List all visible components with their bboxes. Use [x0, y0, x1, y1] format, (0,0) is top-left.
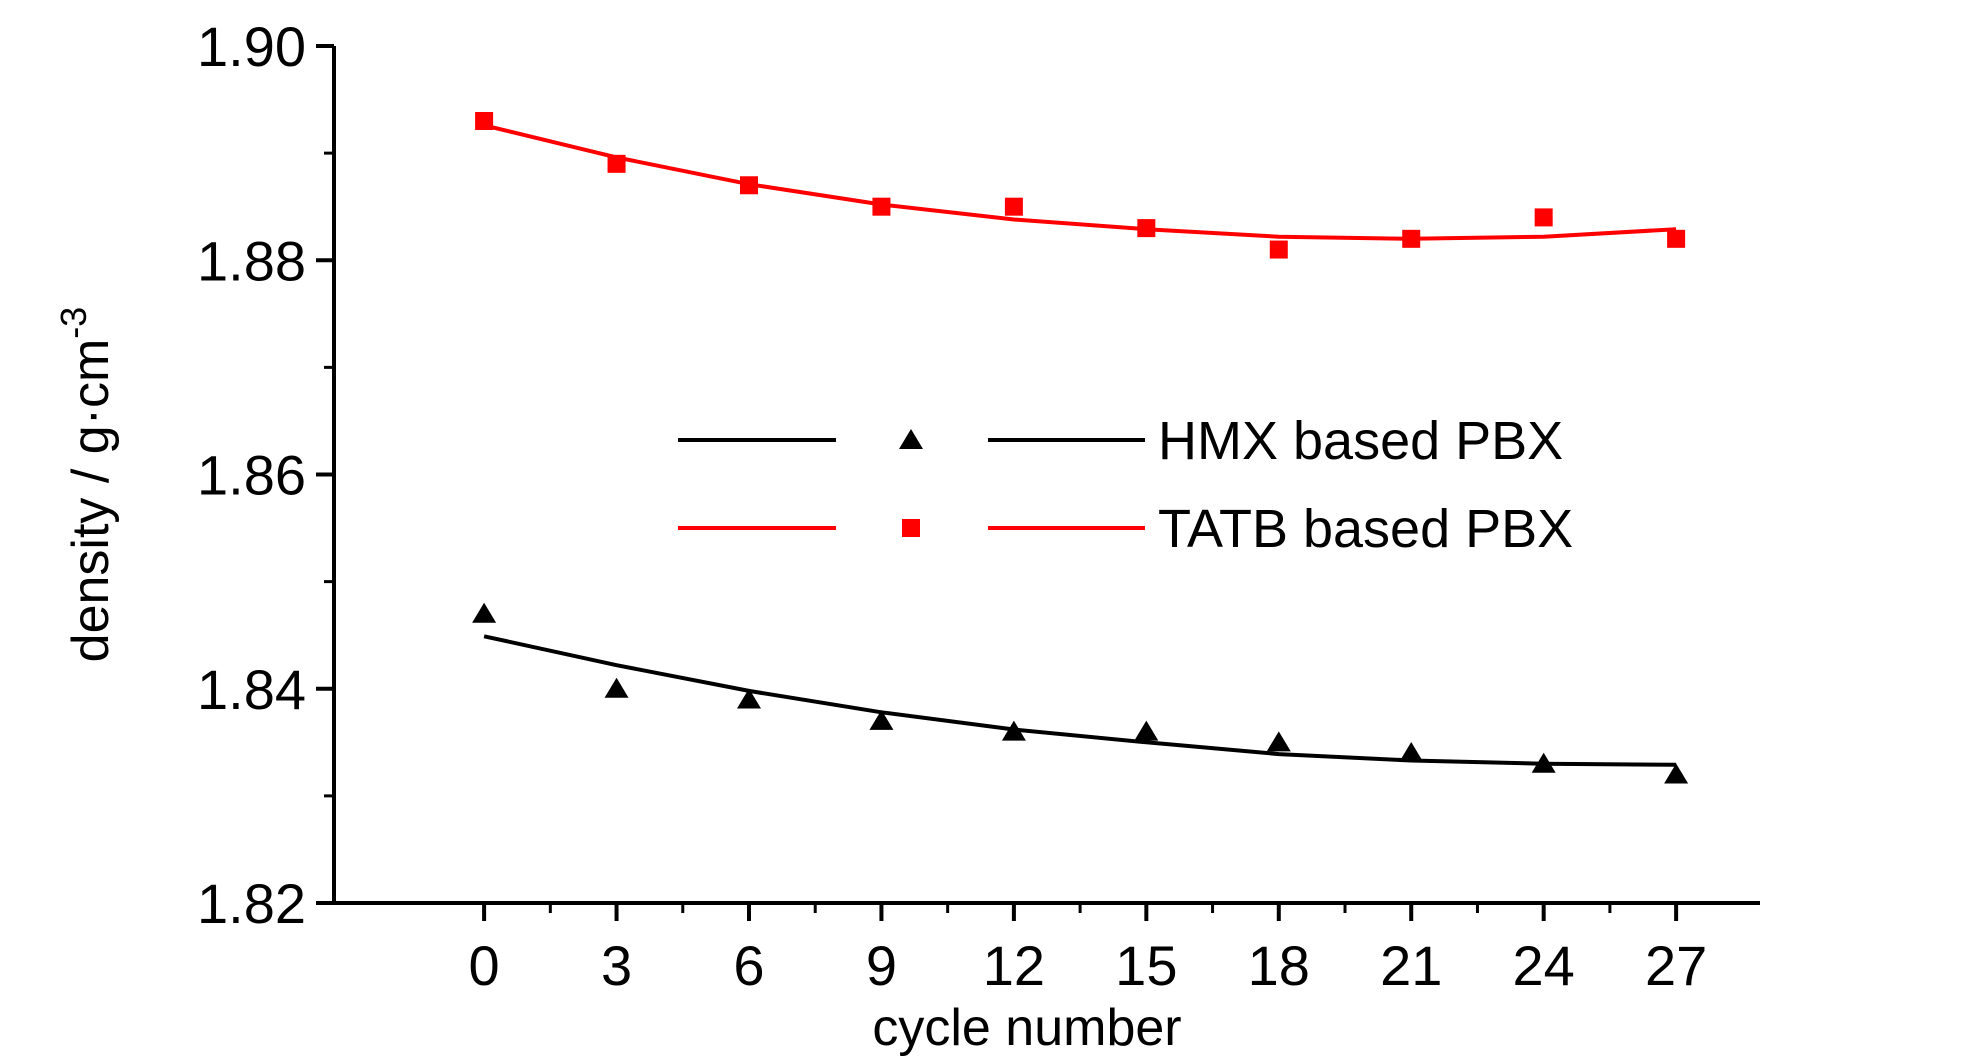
x-tick-label: 9	[866, 934, 897, 997]
legend-marker-0	[899, 429, 923, 449]
data-point-0	[1266, 731, 1291, 752]
data-point-1	[1667, 229, 1686, 248]
legend-marker-1	[902, 519, 920, 537]
legend-label-1: TATB based PBX	[1158, 499, 1573, 559]
data-point-0	[472, 602, 497, 623]
y-axis-title-superscript: -3	[53, 307, 94, 339]
x-tick-label: 27	[1645, 934, 1707, 997]
y-tick-label: 1.88	[197, 229, 306, 292]
x-tick-label: 18	[1248, 934, 1310, 997]
data-point-0	[1531, 752, 1556, 773]
data-point-1	[1137, 219, 1156, 238]
data-point-0	[1399, 742, 1424, 763]
y-tick-label: 1.90	[197, 15, 306, 78]
x-tick-label: 0	[469, 934, 500, 997]
fit-line-1	[483, 123, 1677, 241]
plot-markers	[472, 111, 1689, 784]
plot-lines	[483, 123, 1677, 767]
legend-label-0: HMX based PBX	[1158, 411, 1563, 471]
x-tick-label: 24	[1513, 934, 1575, 997]
data-point-1	[1004, 197, 1023, 216]
x-axis-title: cycle number	[872, 999, 1181, 1057]
y-axis-title-text: density / g·cm	[62, 339, 120, 663]
data-point-0	[736, 688, 761, 709]
x-tick-label: 12	[983, 934, 1045, 997]
x-tick-label: 15	[1115, 934, 1177, 997]
data-point-0	[1664, 763, 1689, 784]
data-point-1	[607, 154, 626, 173]
data-point-0	[1134, 720, 1159, 741]
data-point-0	[869, 709, 894, 730]
y-tick-label: 1.84	[197, 658, 306, 721]
data-point-0	[604, 677, 629, 698]
data-point-0	[1001, 720, 1026, 741]
data-point-1	[739, 176, 758, 195]
axes	[332, 46, 1760, 905]
data-point-1	[1402, 229, 1421, 248]
x-tick-label: 21	[1380, 934, 1442, 997]
data-point-1	[475, 111, 494, 130]
x-tick-label: 6	[733, 934, 764, 997]
y-axis-title: density / g·cm-3	[53, 307, 120, 663]
data-point-1	[872, 197, 891, 216]
data-point-1	[1269, 240, 1288, 259]
x-ticks: 0 3 6 9 12 15 18 21 24 27	[469, 903, 1707, 997]
data-point-1	[1534, 208, 1553, 227]
y-ticks: 1.82 1.84 1.86 1.88 1.90	[197, 15, 334, 935]
y-tick-label: 1.86	[197, 444, 306, 507]
y-tick-label: 1.82	[197, 872, 306, 935]
fit-line-0	[483, 634, 1677, 767]
legend: HMX based PBX TATB based PBX	[678, 411, 1573, 559]
x-tick-label: 3	[601, 934, 632, 997]
